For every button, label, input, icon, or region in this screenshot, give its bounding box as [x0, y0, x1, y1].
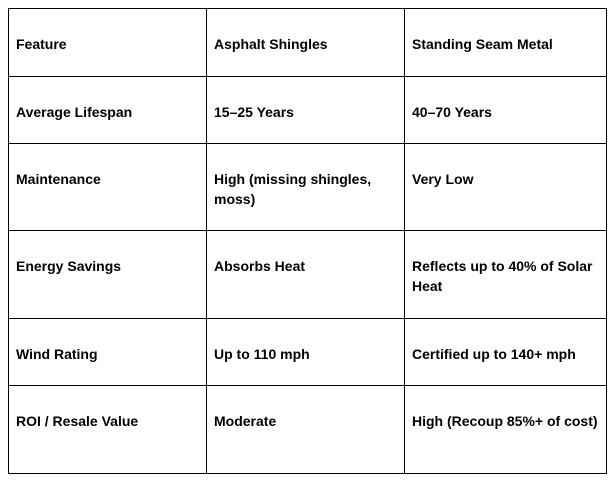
header-row: Feature Asphalt Shingles Standing Seam Met… — [8, 8, 607, 77]
header-cell: Feature — [8, 8, 207, 77]
table-cell: Reflects up to 40% of Solar Heat — [404, 230, 607, 319]
table-cell: Moderate — [206, 385, 405, 474]
table-cell: High (missing shingles, moss) — [206, 143, 405, 231]
table-cell: Absorbs Heat — [206, 230, 405, 319]
header-cell: Standing Seam Metal — [404, 8, 607, 77]
table-row: Maintenance High (missing shingles, moss)… — [8, 143, 607, 231]
header-cell: Asphalt Shingles — [206, 8, 405, 77]
table-cell: Wind Rating — [8, 318, 207, 386]
table-row: Average Lifespan 15–25 Years 40–70 Years — [8, 76, 607, 144]
table-cell: Very Low — [404, 143, 607, 231]
table-row: ROI / Resale Value Moderate High (Recoup 8… — [8, 385, 607, 474]
table-row: Wind Rating Up to 110 mph Certified up to … — [8, 318, 607, 386]
table-body: Feature Asphalt Shingles Standing Seam Met… — [8, 8, 607, 474]
table-cell: 15–25 Years — [206, 76, 405, 144]
table-cell: Maintenance — [8, 143, 207, 231]
table-cell: Certified up to 140+ mph — [404, 318, 607, 386]
table-row: Energy Savings Absorbs Heat Reflects up to… — [8, 230, 607, 319]
table-cell: Energy Savings — [8, 230, 207, 319]
table-cell: 40–70 Years — [404, 76, 607, 144]
table-cell: Up to 110 mph — [206, 318, 405, 386]
comparison-table: Feature Asphalt Shingles Standing Seam Met… — [8, 8, 607, 474]
table-cell: ROI / Resale Value — [8, 385, 207, 474]
table-cell: High (Recoup 85%+ of cost) — [404, 385, 607, 474]
table-cell: Average Lifespan — [8, 76, 207, 144]
